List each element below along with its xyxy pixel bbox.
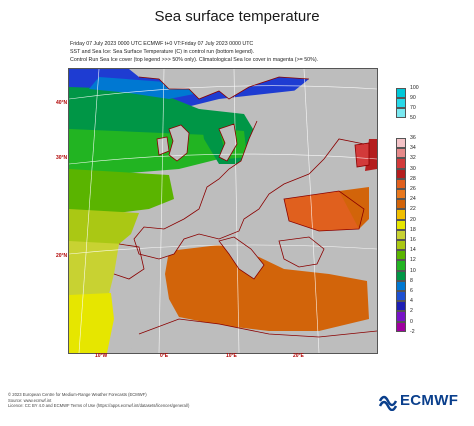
sst-legend-swatch <box>396 281 406 291</box>
sst-legend-swatch <box>396 169 406 179</box>
sst-legend-tick-label: -2 <box>410 329 415 335</box>
sst-legend-tick-label: 4 <box>410 298 413 304</box>
sea-ice-legend-tick-label: 100 <box>410 85 419 91</box>
latitude-label: 40°N <box>56 100 67 106</box>
latitude-label: 30°N <box>56 155 67 161</box>
sst-legend-tick-label: 26 <box>410 186 416 192</box>
sst-legend-tick-label: 20 <box>410 217 416 223</box>
info-line: Control Run Sea Ice cover (top legend >>… <box>70 56 318 64</box>
sst-legend-tick-label: 2 <box>410 308 413 314</box>
sst-legend-tick-label: 34 <box>410 145 416 151</box>
sst-legend-tick-label: 10 <box>410 268 416 274</box>
sea-ice-legend-swatch <box>396 88 406 98</box>
sst-legend-tick-label: 32 <box>410 155 416 161</box>
sst-legend-swatch <box>396 179 406 189</box>
longitude-label: 10°E <box>226 353 237 359</box>
sst-legend-tick-label: 28 <box>410 176 416 182</box>
sst-legend-swatch <box>396 301 406 311</box>
sst-legend-swatch <box>396 260 406 270</box>
sst-legend-tick-label: 6 <box>410 288 413 294</box>
sst-legend-tick-label: 0 <box>410 319 413 325</box>
sst-legend-swatch <box>396 209 406 219</box>
sst-legend-swatch <box>396 148 406 158</box>
ecmwf-logo-icon <box>378 391 398 411</box>
sea-ice-legend-swatch <box>396 108 406 118</box>
sst-legend-tick-label: 18 <box>410 227 416 233</box>
sea-ice-legend-tick-label: 90 <box>410 95 416 101</box>
sst-legend-swatch <box>396 250 406 260</box>
footer-line: Licence: CC BY 4.0 and ECMWF Terms of Us… <box>8 403 189 409</box>
info-line: SST and Sea Ice: Sea Surface Temperature… <box>70 48 318 56</box>
sst-legend-tick-label: 36 <box>410 135 416 141</box>
sst-legend-tick-label: 30 <box>410 166 416 172</box>
logo-text: ECMWF <box>400 392 458 409</box>
latitude-label: 20°N <box>56 253 67 259</box>
sst-legend-swatch <box>396 189 406 199</box>
ecmwf-logo: ECMWF <box>378 390 468 412</box>
sst-legend-swatch <box>396 311 406 321</box>
sst-legend-tick-label: 22 <box>410 206 416 212</box>
sst-legend-tick-label: 8 <box>410 278 413 284</box>
sst-legend-swatch <box>396 158 406 168</box>
sea-ice-legend-tick-label: 70 <box>410 105 416 111</box>
copyright-footer: © 2023 European Centre for Medium-Range … <box>8 392 189 409</box>
sst-map <box>68 68 378 354</box>
sea-ice-legend-tick-label: 50 <box>410 115 416 121</box>
sst-legend-swatch <box>396 271 406 281</box>
sst-legend-swatch <box>396 220 406 230</box>
info-line: Friday 07 July 2023 0000 UTC ECMWF t+0 V… <box>70 40 318 48</box>
page-title: Sea surface temperature <box>0 8 474 25</box>
longitude-label: 10°W <box>95 353 107 359</box>
sst-legend-tick-label: 12 <box>410 257 416 263</box>
sst-legend-swatch <box>396 240 406 250</box>
sst-legend-tick-label: 16 <box>410 237 416 243</box>
longitude-label: 0°E <box>160 353 168 359</box>
sst-legend-tick-label: 14 <box>410 247 416 253</box>
sst-legend-swatch <box>396 291 406 301</box>
sst-legend-swatch <box>396 199 406 209</box>
sst-legend-swatch <box>396 138 406 148</box>
sst-legend-tick-label: 24 <box>410 196 416 202</box>
sst-legend-swatch <box>396 230 406 240</box>
sea-ice-legend-swatch <box>396 98 406 108</box>
forecast-info: Friday 07 July 2023 0000 UTC ECMWF t+0 V… <box>70 40 318 65</box>
longitude-label: 20°E <box>293 353 304 359</box>
sst-legend-swatch <box>396 322 406 332</box>
